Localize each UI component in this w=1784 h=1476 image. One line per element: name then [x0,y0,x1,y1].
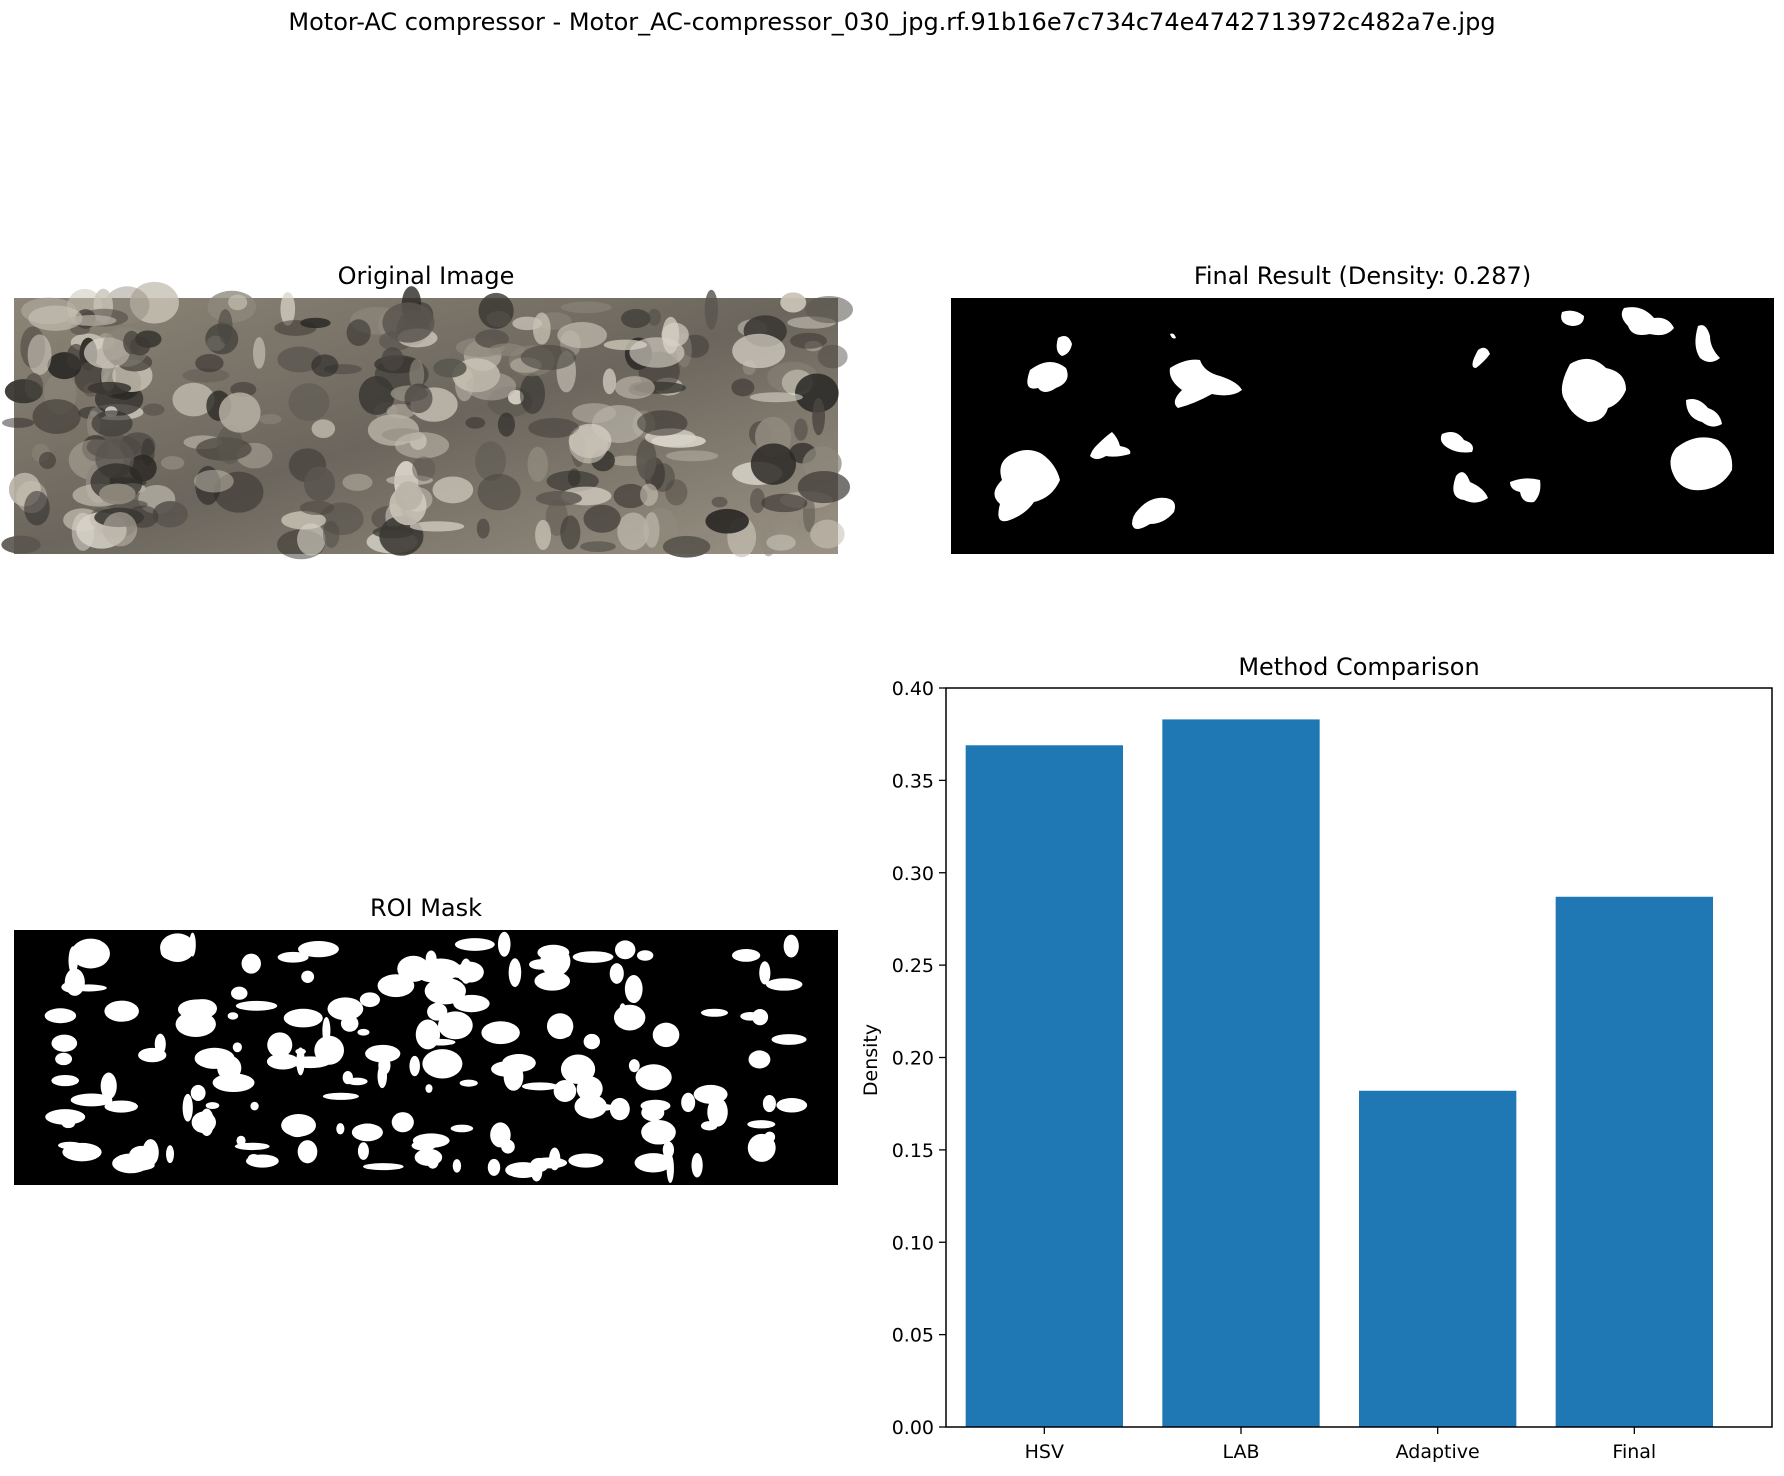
original-image-title: Original Image [337,262,515,290]
y-tick-label: 0.15 [892,1140,934,1162]
final-result-mask [951,298,1774,554]
y-axis-label: Density [860,1024,882,1096]
plot-frame [945,687,1773,1428]
x-tick-label: Final [1612,1441,1656,1463]
roi-mask-title: ROI Mask [369,894,483,922]
y-tick-label: 0.05 [892,1325,934,1347]
bar-final [1555,896,1713,1427]
y-tick-label: 0.00 [892,1417,934,1439]
y-tick-label: 0.30 [892,863,934,885]
method-comparison-chart: 0.00 0.05 0.10 0.15 0.20 0.25 0.30 0.35 0.40 HSV… [860,678,1773,1463]
y-tick-label: 0.40 [892,678,934,700]
roi-mask [14,930,838,1185]
x-tick-label: Adaptive [1396,1441,1480,1463]
bar-lab [1162,719,1320,1427]
y-tick-label: 0.25 [892,955,934,977]
y-tick-label: 0.10 [892,1232,934,1254]
y-tick-label: 0.35 [892,770,934,792]
original-image [1,281,853,560]
chart-title: Method Comparison [1238,653,1480,681]
final-result-title: Final Result (Density: 0.287) [1193,262,1532,290]
bar-adaptive [1359,1090,1517,1427]
y-tick-label: 0.20 [892,1048,934,1070]
x-tick-label: HSV [1025,1441,1064,1463]
figure-suptitle: Motor-AC compressor - Motor_AC-compresso… [288,8,1496,36]
x-tick-label: LAB [1222,1441,1259,1463]
bar-hsv [965,745,1123,1427]
